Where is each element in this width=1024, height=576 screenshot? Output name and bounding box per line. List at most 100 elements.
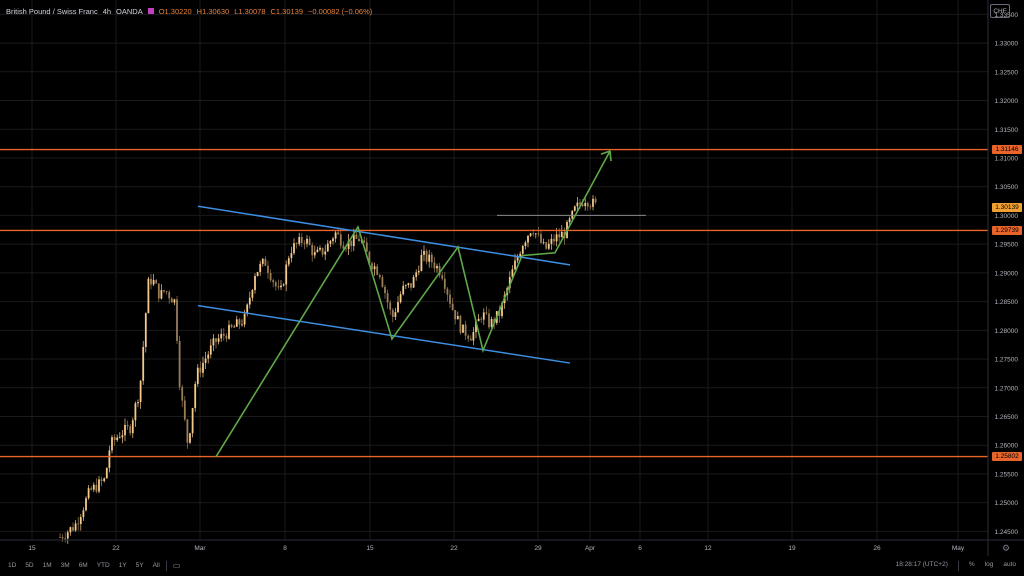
candle-body: [66, 532, 69, 539]
timeframe-button-1d[interactable]: 1D: [8, 562, 17, 569]
drawings-layer[interactable]: [0, 148, 988, 458]
candle-body: [389, 302, 392, 310]
candle-body: [345, 248, 347, 250]
candle-body: [238, 319, 241, 325]
low-value: L1.30078: [234, 6, 266, 16]
candle-body: [92, 484, 95, 490]
time-axis[interactable]: 15 22 Mar 8 15 22 29 Apr 6 12 19 26 May ⚙: [0, 539, 1024, 554]
timeframe-button-1y[interactable]: 1Y: [118, 562, 127, 569]
candle-body: [482, 312, 485, 320]
candle-body: [558, 234, 561, 238]
candle-body: [59, 537, 61, 538]
timeframe-button-all[interactable]: All: [152, 562, 160, 569]
candle-body: [436, 265, 438, 269]
candle-body: [98, 479, 100, 492]
candle-body: [196, 367, 199, 384]
candle-body: [228, 324, 230, 339]
candle-body: [176, 299, 178, 342]
candle-body: [363, 240, 366, 243]
y-tick-label: 1.26500: [995, 414, 1019, 421]
timeframe-button-5y[interactable]: 5Y: [135, 562, 144, 569]
clock-label[interactable]: 18:28:17 (UTC+2): [895, 560, 948, 568]
symbol-name: British Pound / Swiss Franc: [6, 6, 98, 16]
candle-body: [139, 380, 142, 403]
candle-body: [100, 479, 103, 481]
candle-body: [469, 338, 472, 341]
candle-body: [459, 316, 462, 333]
x-tick-label: 15: [28, 545, 36, 552]
date-range-icon[interactable]: ▭: [172, 561, 181, 570]
y-tick-label: 1.30500: [995, 184, 1019, 191]
candle-body: [493, 318, 496, 323]
y-tick-label: 1.31000: [995, 155, 1019, 162]
candle-body: [269, 272, 272, 281]
candle-body: [381, 277, 384, 287]
candle-body: [150, 278, 152, 285]
candle-body: [173, 299, 176, 303]
candle-body: [508, 277, 511, 289]
candle-body: [547, 243, 550, 249]
candle-body: [295, 243, 298, 244]
candle-body: [204, 358, 207, 363]
log-toggle[interactable]: log: [984, 560, 994, 568]
candle-body: [516, 257, 519, 261]
exchange-label: OANDA: [116, 6, 143, 16]
candle-body: [129, 426, 132, 434]
candle-body: [298, 237, 301, 244]
candle-body: [126, 424, 129, 427]
chart-legend: British Pound / Swiss Franc 4h OANDA O1.…: [6, 4, 372, 18]
zigzag-projection-line: [215, 150, 611, 458]
candle-body: [144, 313, 147, 347]
x-tick-label: 19: [788, 545, 796, 552]
candle-body: [404, 285, 407, 286]
candle-body: [545, 242, 548, 249]
currency-button[interactable]: CHF: [990, 4, 1010, 18]
candle-body: [501, 303, 503, 317]
candle-body: [342, 245, 345, 249]
candle-body: [332, 238, 334, 242]
timeframe-button-5d[interactable]: 5D: [25, 562, 34, 569]
candle-body: [267, 265, 269, 273]
candle-body: [571, 210, 574, 219]
candle-body: [373, 266, 376, 270]
candle-body: [454, 310, 457, 320]
timeframe-button-3m[interactable]: 3M: [60, 562, 70, 569]
candle-body: [181, 387, 184, 401]
y-tick-label: 1.26000: [995, 443, 1019, 450]
auto-toggle[interactable]: auto: [1003, 560, 1016, 568]
candle-body: [69, 527, 72, 533]
timeframe-button-1m[interactable]: 1M: [42, 562, 52, 569]
candle-body: [170, 298, 173, 303]
candle-body: [386, 293, 389, 303]
candle-body: [350, 240, 353, 246]
candle-body: [464, 324, 467, 336]
market-status-icon: [147, 8, 154, 14]
timeframe-button-ytd[interactable]: YTD: [96, 562, 110, 569]
candle-body: [467, 335, 470, 339]
candlesticks: [59, 194, 597, 544]
candle-body: [337, 232, 340, 235]
price-axis[interactable]: 1.33500 1.33000 1.32500 1.32000 1.31500 1.310…: [987, 0, 1019, 556]
percent-toggle[interactable]: %: [968, 560, 975, 568]
candle-body: [540, 233, 542, 243]
candle-body: [108, 450, 111, 468]
candle-body: [423, 250, 425, 255]
candle-body: [290, 253, 293, 259]
candle-body: [256, 272, 259, 277]
candle-body: [163, 290, 165, 292]
candle-body: [178, 341, 181, 388]
candle-body: [415, 272, 418, 277]
settings-gear-icon[interactable]: ⚙: [1002, 544, 1010, 554]
candle-body: [319, 247, 321, 250]
candle-body: [384, 286, 386, 294]
channel-upper-line: [197, 205, 571, 266]
close-value: C1.30139: [270, 6, 304, 16]
candle-body: [165, 291, 168, 293]
candle-body: [542, 242, 545, 244]
candle-body: [134, 403, 137, 421]
x-tick-label: 8: [283, 545, 287, 552]
candle-body: [261, 258, 264, 264]
candle-body: [365, 242, 368, 252]
timeframe-button-6m[interactable]: 6M: [78, 562, 88, 569]
